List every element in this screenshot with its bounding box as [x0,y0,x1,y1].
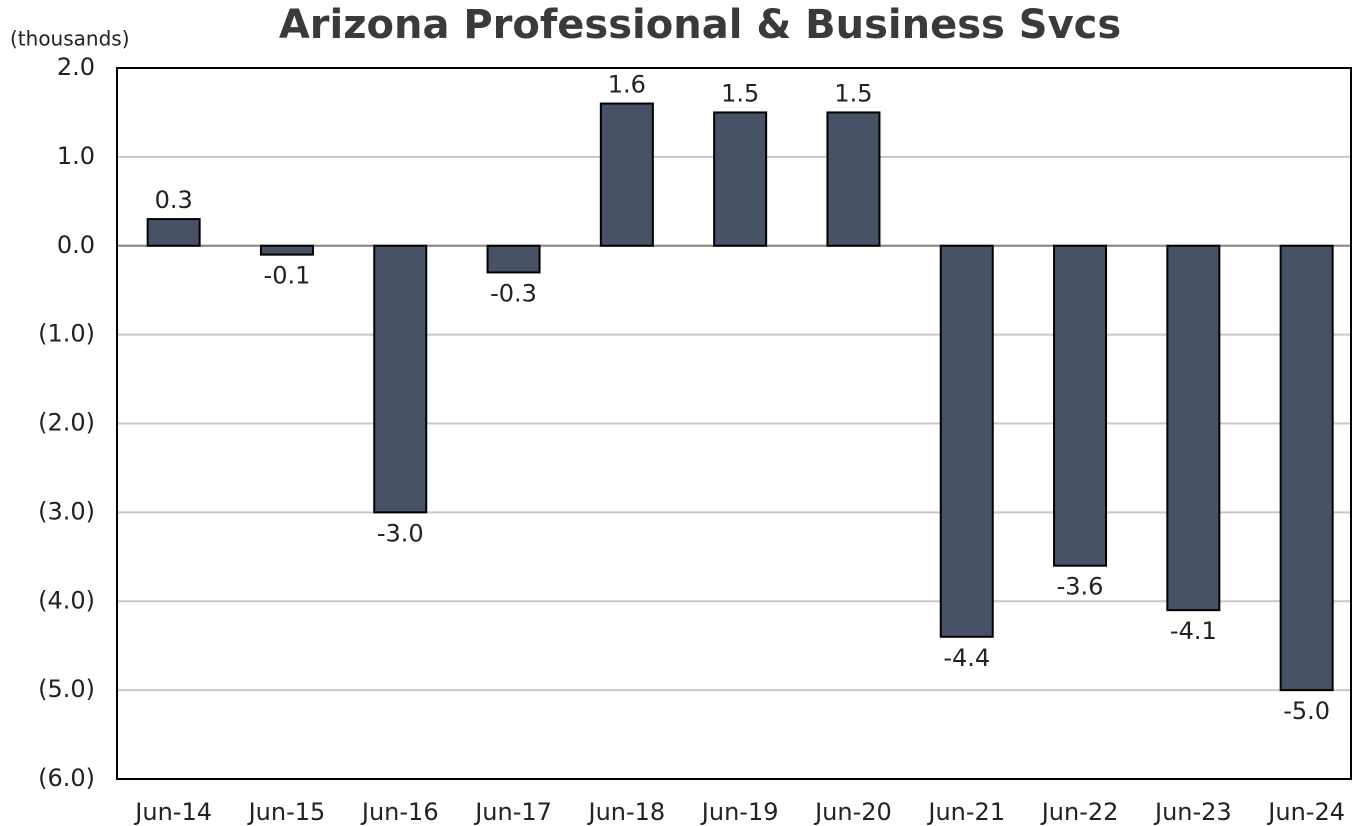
x-tick-label: Jun-17 [473,798,552,826]
bar [713,111,768,247]
data-label: -0.3 [490,279,537,307]
bar [259,244,314,256]
data-label: -3.0 [377,519,424,547]
data-label: 0.3 [155,186,193,214]
y-axis-label: (thousands) [10,27,130,51]
bar [599,102,654,247]
data-label: -5.0 [1283,697,1330,725]
chart-title: Arizona Professional & Business Svcs [279,2,1121,48]
y-tick-label: (6.0) [38,764,95,792]
data-label: -0.1 [264,262,311,290]
data-label: 1.6 [608,71,646,99]
y-tick-label: 1.0 [57,142,95,170]
x-tick-label: Jun-18 [586,798,665,826]
bar [1053,244,1108,567]
x-tick-label: Jun-20 [813,798,892,826]
x-tick-label: Jun-16 [360,798,439,826]
data-label: -4.1 [1170,617,1217,645]
y-tick-label: (5.0) [38,675,95,703]
bar [826,111,881,247]
y-tick-label: (3.0) [38,497,95,525]
y-tick-label: 0.0 [57,231,95,259]
bar [939,244,994,638]
x-tick-label: Jun-14 [133,798,212,826]
data-label: 1.5 [834,79,872,107]
y-tick-label: (4.0) [38,586,95,614]
x-tick-label: Jun-24 [1266,798,1345,826]
x-tick-label: Jun-15 [247,798,326,826]
x-tick-label: Jun-22 [1040,798,1119,826]
bar [486,244,541,274]
x-tick-label: Jun-23 [1153,798,1232,826]
x-tick-label: Jun-21 [926,798,1005,826]
plot-frame [116,67,1352,780]
y-tick-label: 2.0 [57,53,95,81]
bar [1279,244,1334,692]
data-label: 1.5 [721,79,759,107]
y-tick-label: (2.0) [38,409,95,437]
data-label: -4.4 [943,644,990,672]
bar [146,218,201,247]
bar [373,244,428,514]
data-label: -3.6 [1057,573,1104,601]
y-tick-label: (1.0) [38,320,95,348]
bar [1166,244,1221,612]
x-tick-label: Jun-19 [700,798,779,826]
